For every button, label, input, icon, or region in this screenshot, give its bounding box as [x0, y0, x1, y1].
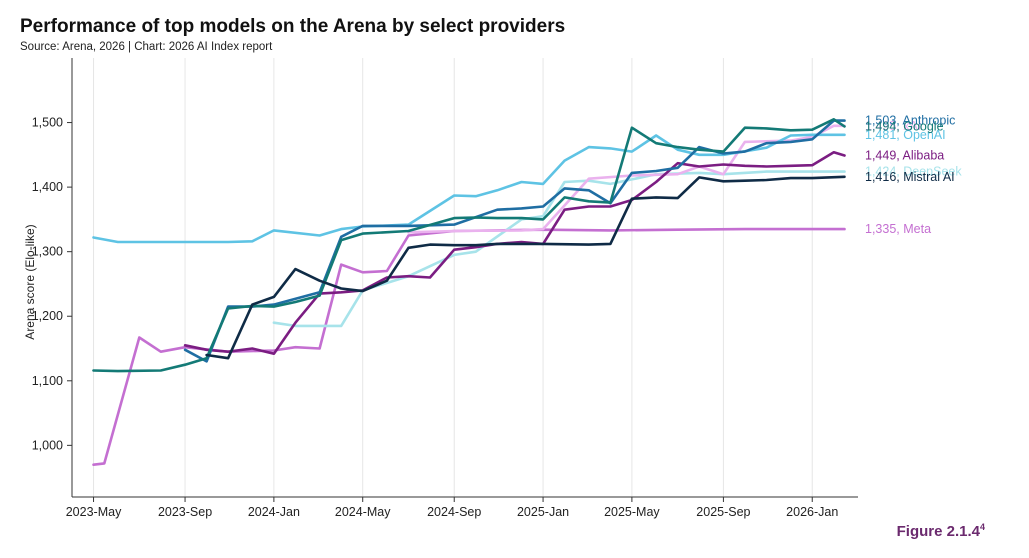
series-end-labels: 1,335, Meta 1,424, DeepSeek 1,495, xAI1,48…: [865, 114, 962, 236]
series-line-xai: [407, 124, 846, 234]
series-line-google: [92, 118, 846, 373]
figure-label: Figure 2.1.44: [897, 522, 985, 540]
x-tick-label: 2025-Jan: [517, 505, 569, 519]
grid-lines: [93, 58, 813, 497]
chart-source: Source: Arena, 2026 | Chart: 2026 AI Ind…: [20, 41, 273, 53]
chart-title: Performance of top models on the Arena b…: [20, 16, 566, 37]
y-tick-label: 1,200: [32, 309, 63, 323]
series-line-mistral-ai: [205, 175, 846, 360]
x-tick-label: 2024-Jan: [248, 505, 300, 519]
x-tick-label: 2023-Sep: [158, 505, 212, 519]
figure-label-text: Figure 2.1.4: [896, 523, 980, 540]
y-tick-label: 1,100: [32, 374, 63, 388]
figure-label-sup: 4: [979, 522, 985, 532]
series-lines: [92, 118, 846, 466]
series-line-alibaba: [183, 151, 846, 355]
x-tick-label: 2025-Sep: [696, 505, 750, 519]
x-tick-label: 2024-May: [335, 505, 391, 519]
series-line-anthropic: [183, 119, 846, 363]
series-line-openai: [92, 133, 846, 244]
series-line-meta: [92, 227, 846, 466]
series-label-alibaba: 1,449, Alibaba: [865, 148, 944, 162]
x-tick-label: 2025-May: [604, 505, 660, 519]
y-tick-label: 1,400: [32, 180, 63, 194]
y-tick-label: 1,500: [32, 116, 63, 130]
y-tick-label: 1,000: [32, 438, 63, 452]
axes: 2023-May 2023-Sep 2024-Jan 2024-May 2024-Sep…: [32, 58, 858, 519]
series-label-openai: 1,481, OpenAI: [865, 128, 946, 142]
series-label-mistral-ai: 1,416, Mistral AI: [865, 170, 955, 184]
series-label-xai: 1,495, xAI: [865, 119, 921, 133]
series-label-deepseek: 1,424, DeepSeek: [865, 165, 962, 179]
series-label-anthropic: 1,503, Anthropic: [865, 114, 955, 128]
series-line-deepseek: [272, 170, 846, 328]
x-tick-label: 2026-Jan: [786, 505, 838, 519]
y-tick-label: 1,300: [32, 245, 63, 259]
y-axis-label: Arena score (Elo-like): [23, 224, 37, 339]
x-tick-label: 2024-Sep: [427, 505, 481, 519]
x-tick-label: 2023-May: [66, 505, 122, 519]
series-label-google: 1,494, Google: [865, 119, 944, 133]
series-label-meta: 1,335, Meta: [865, 222, 931, 236]
